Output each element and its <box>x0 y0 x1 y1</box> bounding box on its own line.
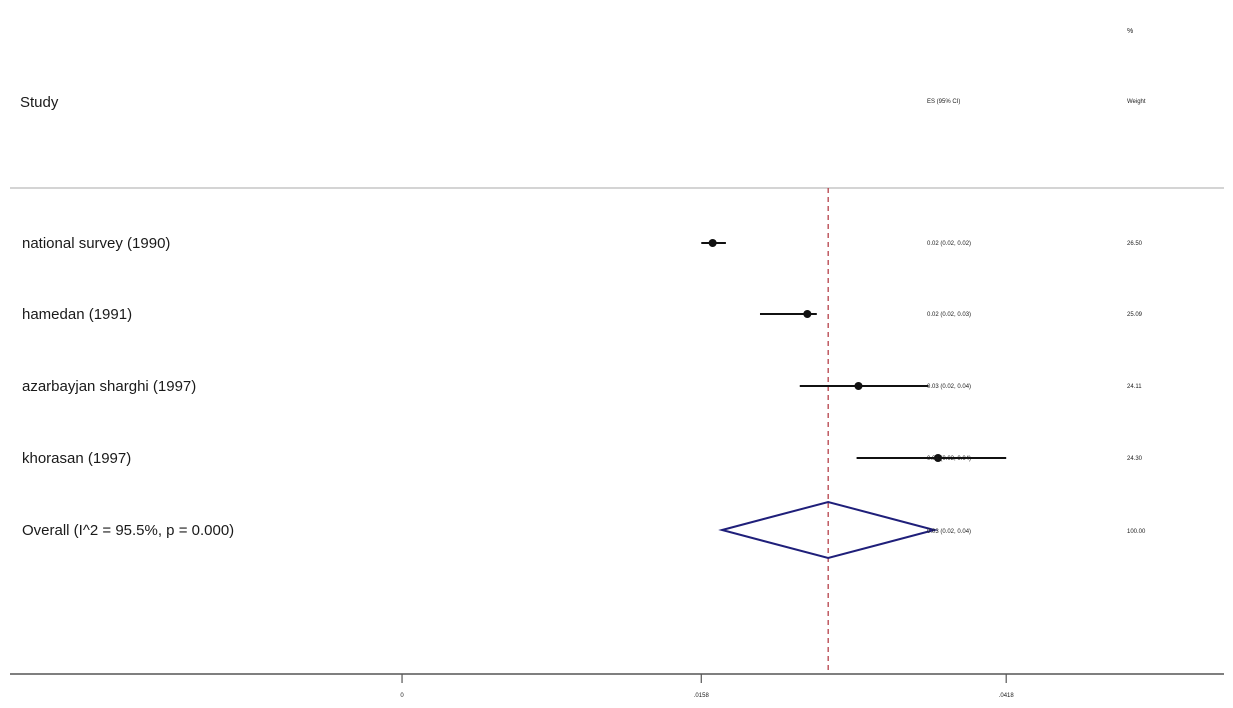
effect-size-marker <box>854 382 863 390</box>
overall-es-ci: 0.03 (0.02, 0.04) <box>927 529 971 535</box>
x-axis-tick-label: .0158 <box>694 693 710 699</box>
weight-header: Weight <box>1127 99 1146 105</box>
x-axis-tick-label: 0 <box>400 693 404 699</box>
study-es-ci: 0.02 (0.02, 0.03) <box>927 312 971 318</box>
overall-label: Overall (I^2 = 95.5%, p = 0.000) <box>22 522 234 539</box>
effect-size-marker <box>934 454 943 462</box>
study-label: azarbayjan sharghi (1997) <box>22 378 196 395</box>
x-axis-ticks: 0 .0158 .0418 <box>400 674 1014 699</box>
study-label: national survey (1990) <box>22 235 170 252</box>
study-header: Study <box>20 94 59 111</box>
overall-weight: 100.00 <box>1127 529 1146 535</box>
study-row: khorasan (1997) 0.04 (0.03, 0.04) 24.30 <box>22 450 1143 467</box>
study-weight: 25.09 <box>1127 312 1143 318</box>
study-rows: national survey (1990) 0.02 (0.02, 0.02) 2… <box>22 235 1143 467</box>
x-axis-tick-label: .0418 <box>999 693 1015 699</box>
es-ci-header: ES (95% CI) <box>927 99 960 105</box>
study-weight: 24.11 <box>1127 384 1142 390</box>
study-row: hamedan (1991) 0.02 (0.02, 0.03) 25.09 <box>22 306 1143 323</box>
effect-size-marker <box>803 310 812 318</box>
overall-diamond <box>718 500 939 560</box>
study-label: hamedan (1991) <box>22 306 132 323</box>
study-es-ci: 0.03 (0.02, 0.04) <box>927 384 971 390</box>
study-es-ci: 0.02 (0.02, 0.02) <box>927 241 971 247</box>
study-weight: 26.50 <box>1127 241 1143 247</box>
study-row: national survey (1990) 0.02 (0.02, 0.02) 2… <box>22 235 1143 252</box>
study-es-ci: 0.04 (0.03, 0.04) <box>927 456 971 462</box>
effect-size-marker <box>708 239 717 247</box>
study-label: khorasan (1997) <box>22 450 131 467</box>
study-weight: 24.30 <box>1127 456 1143 462</box>
weight-percent-header: % <box>1127 28 1133 35</box>
study-row: azarbayjan sharghi (1997) 0.03 (0.02, 0.0… <box>22 378 1142 395</box>
